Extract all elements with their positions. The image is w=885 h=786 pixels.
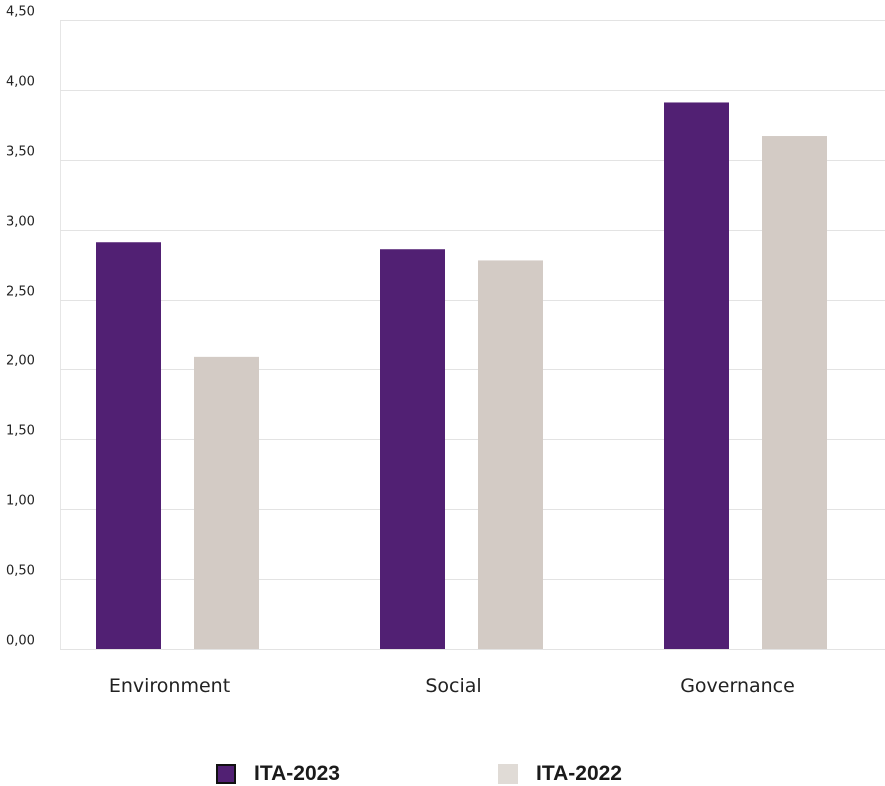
legend-label-ita-2023: ITA-2023 [254, 762, 340, 785]
y-tick-label: 3,50 [6, 145, 35, 160]
bars [96, 102, 827, 650]
y-tick-label: 2,00 [6, 354, 35, 369]
x-category-label: Governance [680, 675, 795, 697]
y-tick-label: 2,50 [6, 285, 35, 300]
legend-item-ita-2023: ITA-2023 [216, 762, 340, 786]
bar-ita-2023-governance [664, 102, 729, 650]
y-tick-label: 4,00 [6, 75, 35, 90]
y-tick-label: 0,50 [6, 564, 35, 579]
bar-ita-2022-environment [194, 356, 259, 649]
y-tick-label: 0,00 [6, 634, 35, 649]
bar-ita-2023-social [380, 249, 445, 650]
y-tick-label: 4,50 [6, 5, 35, 20]
x-category-label: Environment [109, 675, 230, 697]
bar-ita-2022-governance [762, 136, 827, 649]
y-axis-ticks: 0,00 0,50 1,00 1,50 2,00 2,50 3,00 3,50 4,00 4,50 [6, 5, 35, 649]
y-tick-label: 3,00 [6, 215, 35, 230]
legend-label-ita-2022: ITA-2022 [536, 762, 622, 785]
legend-swatch-ita-2023 [216, 764, 236, 784]
y-tick-label: 1,00 [6, 494, 35, 509]
legend-swatch-ita-2022 [498, 764, 518, 784]
x-axis-categories: Environment Social Governance [109, 675, 795, 697]
y-tick-label: 1,50 [6, 424, 35, 439]
bar-ita-2022-social [478, 260, 543, 649]
gridlines [60, 20, 885, 650]
bar-ita-2023-environment [96, 242, 161, 649]
legend-item-ita-2022: ITA-2022 [498, 762, 622, 786]
x-category-label: Social [425, 675, 481, 697]
bar-chart: 0,00 0,50 1,00 1,50 2,00 2,50 3,00 3,50 4,00 4,50… [6, 5, 885, 697]
